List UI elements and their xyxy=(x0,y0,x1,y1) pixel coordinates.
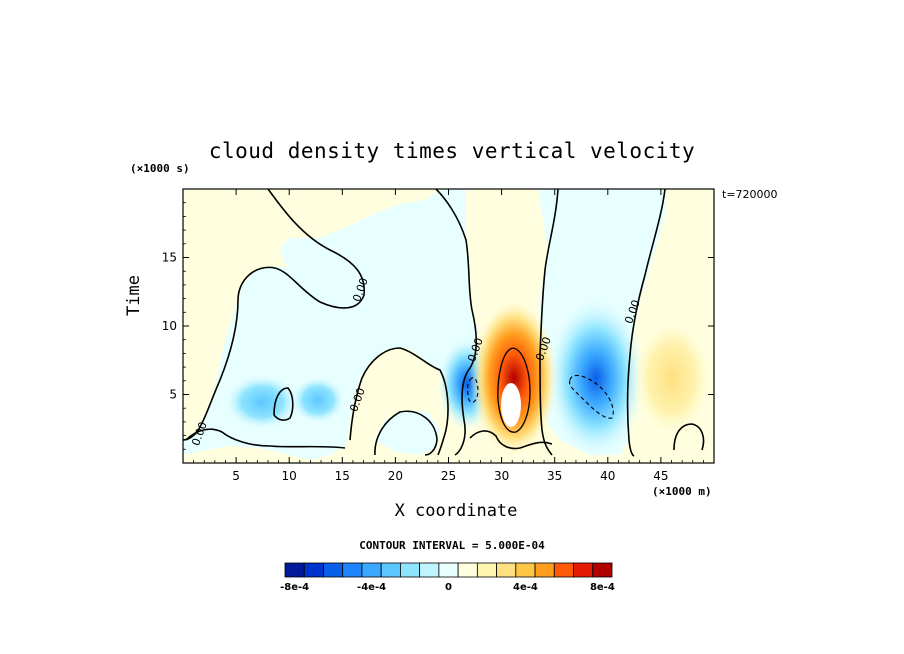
x-axis: 5 10 15 20 25 30 35 40 45 xyxy=(193,189,704,483)
zero-contour xyxy=(469,430,553,450)
colorbar-swatch xyxy=(515,562,536,578)
colorbar-swatch xyxy=(342,562,363,578)
zero-contour xyxy=(273,387,294,421)
contour-interval-label: CONTOUR INTERVAL = 5.000E-04 xyxy=(359,539,545,552)
y-axis-unit-label: (×1000 s) xyxy=(130,162,190,175)
downdraft-core xyxy=(546,296,646,460)
y-tick-label: 10 xyxy=(162,319,177,333)
colorbar-swatch xyxy=(553,562,574,578)
colorbar-tick-label: 8e-4 xyxy=(590,582,615,593)
colorbar-swatch xyxy=(438,562,459,578)
colorbar-swatch xyxy=(284,562,305,578)
downdraft-core xyxy=(224,374,300,430)
positive-contour xyxy=(497,347,531,433)
colorbar-tick-label: -4e-4 xyxy=(357,582,386,593)
x-tick-label: 25 xyxy=(441,469,456,483)
colorbar-swatch xyxy=(476,562,497,578)
colorbar-swatch xyxy=(400,562,421,578)
colorbar-swatch xyxy=(380,562,401,578)
x-axis-unit-label: (×1000 m) xyxy=(652,485,712,498)
y-tick-label: 5 xyxy=(169,388,177,402)
x-tick-label: 30 xyxy=(494,469,509,483)
zero-contour xyxy=(349,347,449,456)
colorbar-tick-label: 4e-4 xyxy=(513,582,538,593)
updraft-core xyxy=(470,298,558,458)
time-stamp-label: t=720000 xyxy=(722,188,778,201)
zero-contour xyxy=(539,189,559,456)
zero-contour xyxy=(626,189,666,457)
colorbar-swatch xyxy=(534,562,555,578)
colorbar-swatch xyxy=(592,562,613,578)
colorbar-swatch xyxy=(361,562,382,578)
x-tick-label: 45 xyxy=(653,469,668,483)
x-tick-label: 15 xyxy=(335,469,350,483)
negative-contour xyxy=(467,377,479,403)
x-tick-label: 10 xyxy=(282,469,297,483)
colorbar-swatch xyxy=(457,562,478,578)
zero-contour xyxy=(183,189,365,441)
colorbar-swatch xyxy=(419,562,440,578)
negative-region xyxy=(375,410,440,455)
y-tick-label: 15 xyxy=(162,251,177,265)
x-tick-label: 20 xyxy=(388,469,403,483)
downdraft-core xyxy=(290,376,346,424)
x-tick-label: 40 xyxy=(600,469,615,483)
colorbar-swatch xyxy=(573,562,594,578)
x-tick-label: 35 xyxy=(547,469,562,483)
zero-contour xyxy=(435,189,478,456)
x-axis-title: X coordinate xyxy=(394,501,518,521)
colorbar-swatch xyxy=(303,562,324,578)
colorbar: -8e-4 -4e-4 0 4e-4 8e-4 xyxy=(280,562,615,593)
negative-contour xyxy=(569,374,614,419)
colorbar-tick-label: -8e-4 xyxy=(280,582,309,593)
chart-title: cloud density times vertical velocity xyxy=(208,139,696,163)
zero-contour xyxy=(185,428,346,449)
zero-contour xyxy=(673,423,705,451)
updraft-core xyxy=(632,318,712,438)
updraft-hole xyxy=(501,383,521,427)
colorbar-swatch xyxy=(496,562,517,578)
zero-contour xyxy=(374,410,438,456)
x-tick-label: 5 xyxy=(232,469,240,483)
y-axis: 5 10 15 xyxy=(162,202,714,450)
colorbar-tick-label: 0 xyxy=(445,582,452,593)
colorbar-swatch xyxy=(323,562,344,578)
